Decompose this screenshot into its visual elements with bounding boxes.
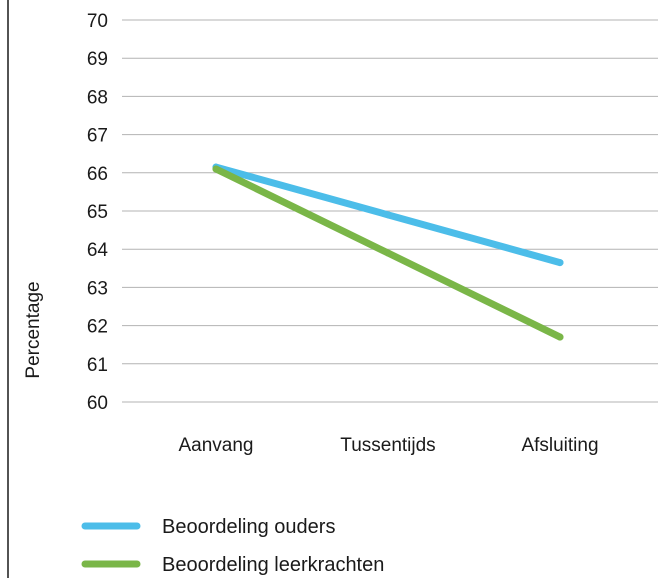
data-point <box>384 249 392 257</box>
legend-label: Beoordeling ouders <box>162 516 335 538</box>
y-tick-label: 61 <box>87 355 108 376</box>
legend: Beoordeling ouders Beoordeling leerkracht… <box>81 516 384 576</box>
y-tick-label: 62 <box>87 317 108 338</box>
y-tick-label: 64 <box>87 240 109 261</box>
legend-label: Beoordeling leerkrachten <box>162 554 384 576</box>
y-tick-label: 68 <box>87 87 108 108</box>
x-tick-label: Aanvang <box>178 435 253 456</box>
y-tick-label: 67 <box>87 126 108 147</box>
x-tick-label: Afsluiting <box>521 435 598 456</box>
y-tick-label: 63 <box>87 278 108 299</box>
series-lines <box>212 163 564 341</box>
x-axis-ticks: Aanvang Tussentijds Afsluiting <box>178 435 598 456</box>
y-tick-label: 65 <box>87 202 108 223</box>
data-point <box>556 333 564 341</box>
data-point <box>384 211 392 219</box>
data-point <box>212 165 220 173</box>
y-tick-label: 66 <box>87 164 108 185</box>
y-tick-label: 69 <box>87 49 108 70</box>
y-axis-title: Percentage <box>23 281 44 378</box>
x-tick-label: Tussentijds <box>340 435 435 456</box>
y-axis-ticks: 60 61 62 63 64 65 66 67 68 69 70 <box>87 11 109 414</box>
y-tick-label: 60 <box>87 393 108 414</box>
y-tick-label: 70 <box>87 11 108 32</box>
data-point <box>556 259 564 267</box>
gridlines <box>122 19 658 403</box>
